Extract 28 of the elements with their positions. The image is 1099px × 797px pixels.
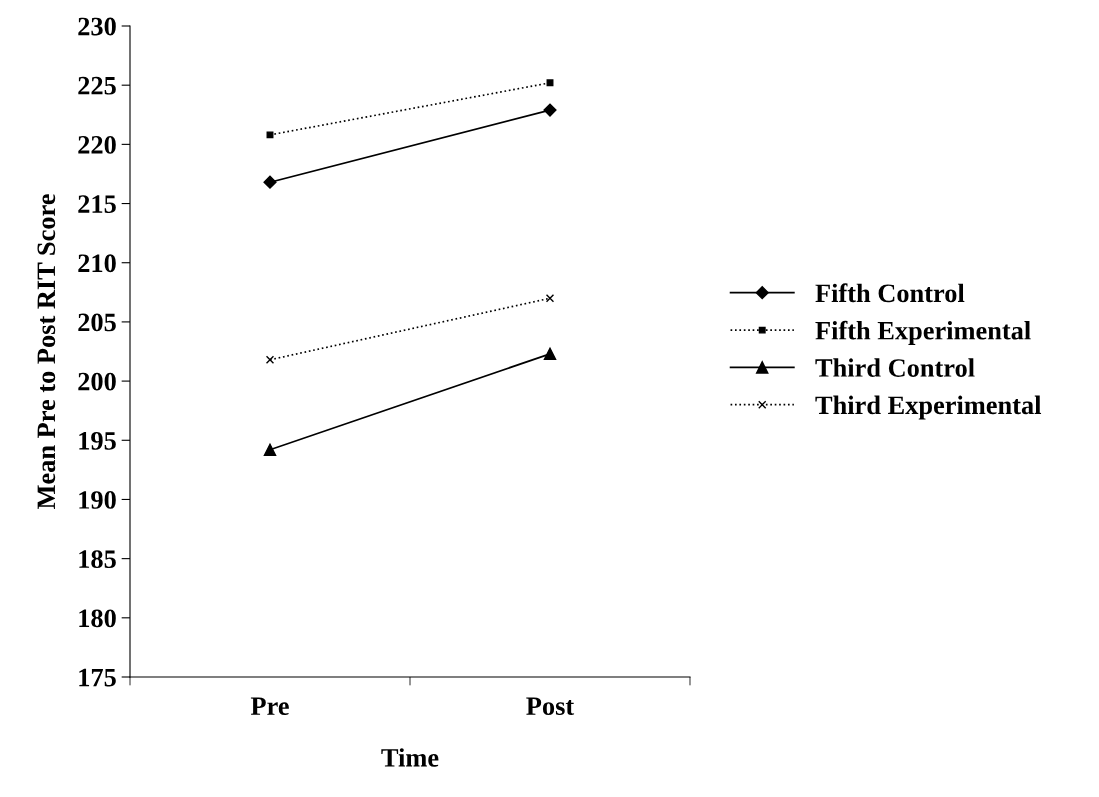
- y-tick-label: 190: [79, 491, 116, 509]
- y-tick-label: 210: [78, 254, 116, 273]
- y-tick-label: 230: [78, 17, 116, 36]
- point: [263, 175, 277, 189]
- legend-label: Fifth Experimental: [815, 320, 1031, 345]
- legend-label: Third Control: [815, 358, 975, 377]
- y-tick-label: 205: [78, 313, 116, 332]
- legend-label: Third Experimental: [815, 395, 1042, 420]
- y-tick-label: 185: [79, 550, 116, 569]
- y-tick-label: 220: [78, 135, 116, 154]
- x-axis-title: Time: [381, 748, 439, 767]
- y-tick-label: 200: [78, 372, 116, 391]
- point: [546, 79, 554, 87]
- point: [263, 443, 277, 456]
- legend-label: Fifth Control: [815, 283, 965, 303]
- y-tick-label: 225: [78, 76, 116, 95]
- y-tick-label: 175: [79, 668, 116, 687]
- x-tick-label: Post: [526, 697, 575, 716]
- y-tick-label: 180: [79, 609, 116, 628]
- point: [265, 355, 275, 364]
- y-tick-label: 215: [78, 195, 116, 213]
- x-tick-label: Pre: [250, 697, 289, 715]
- point: [543, 103, 557, 117]
- point: [545, 294, 555, 303]
- y-axis-title: Mean Pre to Post RIT Score: [37, 194, 56, 510]
- point: [266, 131, 274, 139]
- y-tick-label: 195: [79, 431, 116, 450]
- point: [543, 347, 557, 361]
